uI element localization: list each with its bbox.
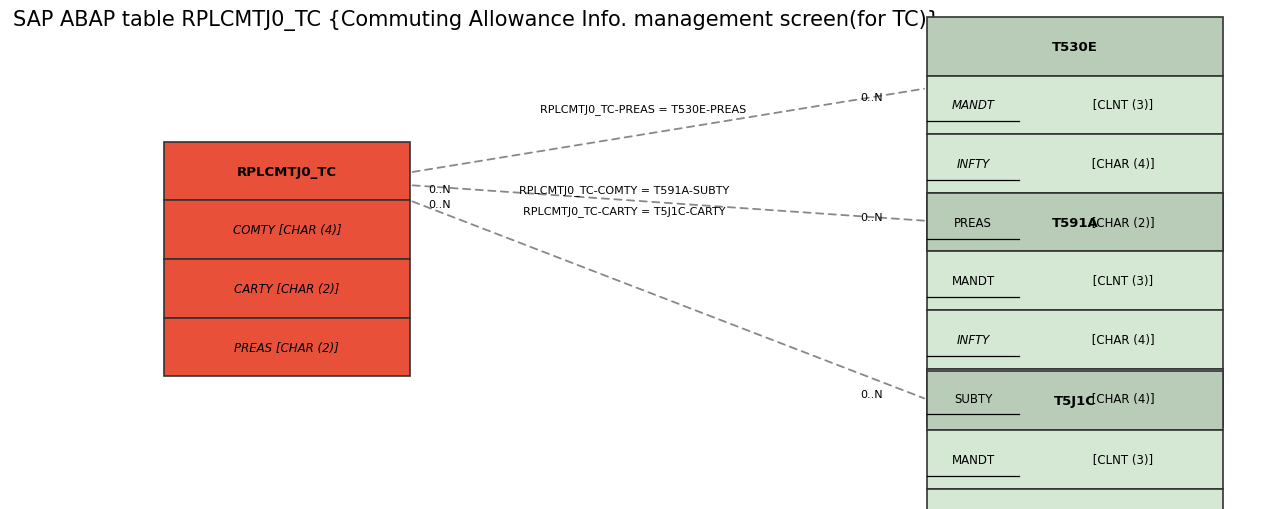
Text: MANDT: MANDT xyxy=(952,99,995,112)
FancyBboxPatch shape xyxy=(927,369,1223,428)
Text: 0..N: 0..N xyxy=(429,184,451,194)
Text: INFTY: INFTY xyxy=(957,333,990,346)
FancyBboxPatch shape xyxy=(927,193,1223,252)
Text: [CHAR (4)]: [CHAR (4)] xyxy=(1088,333,1155,346)
Text: RPLCMTJ0_TC-COMTY = T591A-SUBTY: RPLCMTJ0_TC-COMTY = T591A-SUBTY xyxy=(520,185,729,196)
Text: [CHAR (2)]: [CHAR (2)] xyxy=(1088,216,1155,229)
FancyBboxPatch shape xyxy=(927,430,1223,489)
Text: 0..N: 0..N xyxy=(429,200,451,210)
Text: SAP ABAP table RPLCMTJ0_TC {Commuting Allowance Info. management screen(for TC)}: SAP ABAP table RPLCMTJ0_TC {Commuting Al… xyxy=(13,10,939,31)
Text: RPLCMTJ0_TC-PREAS = T530E-PREAS: RPLCMTJ0_TC-PREAS = T530E-PREAS xyxy=(540,104,747,115)
FancyBboxPatch shape xyxy=(164,260,410,318)
Text: [CLNT (3)]: [CLNT (3)] xyxy=(1090,99,1154,112)
Text: PREAS: PREAS xyxy=(955,216,992,229)
Text: 0..N: 0..N xyxy=(860,213,883,223)
Text: 0..N: 0..N xyxy=(860,93,883,103)
Text: MANDT: MANDT xyxy=(952,453,995,466)
Text: T5J1C: T5J1C xyxy=(1054,394,1096,407)
Text: SUBTY: SUBTY xyxy=(955,392,992,405)
FancyBboxPatch shape xyxy=(927,310,1223,369)
FancyBboxPatch shape xyxy=(927,252,1223,310)
Text: COMTY [CHAR (4)]: COMTY [CHAR (4)] xyxy=(232,224,342,237)
Text: MANDT: MANDT xyxy=(952,275,995,288)
Text: RPLCMTJ0_TC: RPLCMTJ0_TC xyxy=(237,165,337,178)
FancyBboxPatch shape xyxy=(927,372,1223,430)
FancyBboxPatch shape xyxy=(927,193,1223,252)
FancyBboxPatch shape xyxy=(927,489,1223,509)
Text: [CHAR (4)]: [CHAR (4)] xyxy=(1088,158,1155,171)
Text: PREAS [CHAR (2)]: PREAS [CHAR (2)] xyxy=(235,341,339,354)
Text: [CLNT (3)]: [CLNT (3)] xyxy=(1090,275,1154,288)
Text: T530E: T530E xyxy=(1052,41,1098,53)
FancyBboxPatch shape xyxy=(927,135,1223,193)
Text: [CHAR (4)]: [CHAR (4)] xyxy=(1088,392,1155,405)
Text: CARTY [CHAR (2)]: CARTY [CHAR (2)] xyxy=(235,282,339,295)
FancyBboxPatch shape xyxy=(164,143,410,201)
FancyBboxPatch shape xyxy=(927,18,1223,76)
FancyBboxPatch shape xyxy=(164,318,410,377)
Text: RPLCMTJ0_TC-CARTY = T5J1C-CARTY: RPLCMTJ0_TC-CARTY = T5J1C-CARTY xyxy=(523,206,725,216)
FancyBboxPatch shape xyxy=(164,201,410,260)
Text: 0..N: 0..N xyxy=(860,389,883,400)
Text: INFTY: INFTY xyxy=(957,158,990,171)
Text: T591A: T591A xyxy=(1052,216,1098,229)
FancyBboxPatch shape xyxy=(927,76,1223,135)
Text: [CLNT (3)]: [CLNT (3)] xyxy=(1090,453,1154,466)
